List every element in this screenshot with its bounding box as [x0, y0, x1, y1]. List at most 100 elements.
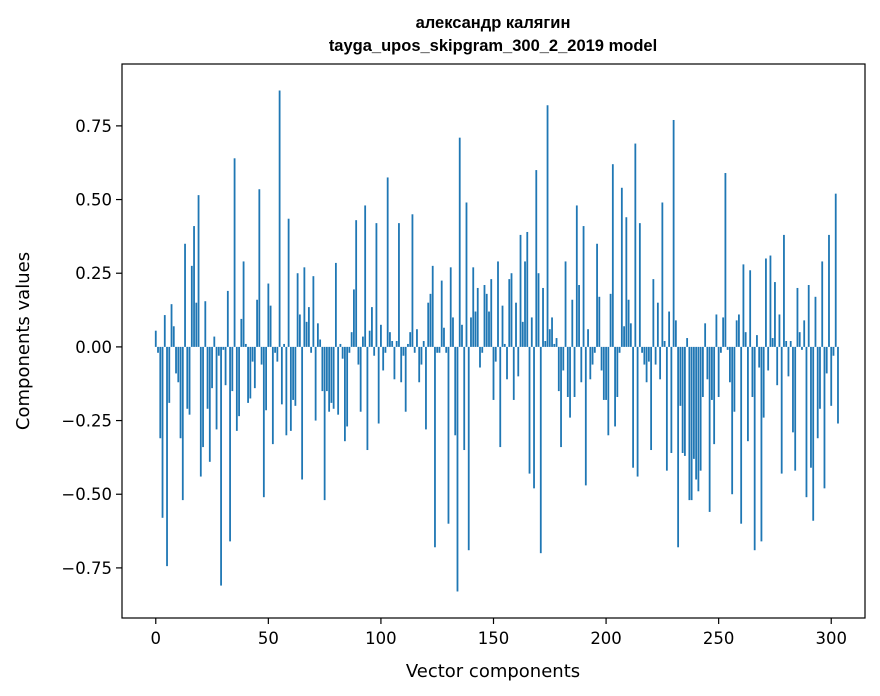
bar — [199, 346, 202, 477]
bar — [683, 346, 686, 456]
y-axis-label: Components values — [13, 252, 34, 430]
bar — [553, 343, 556, 347]
bar — [789, 341, 792, 347]
bar — [828, 234, 830, 347]
bar — [411, 214, 414, 347]
bar — [456, 346, 459, 592]
bar — [812, 346, 815, 521]
bar — [546, 105, 549, 347]
bar — [508, 279, 511, 347]
bar — [467, 346, 470, 551]
bar — [319, 339, 322, 347]
bar — [564, 261, 567, 347]
bar — [436, 346, 439, 353]
bar — [222, 346, 225, 350]
bar — [274, 346, 276, 353]
bar — [668, 311, 671, 347]
bar — [697, 346, 700, 492]
bar — [400, 346, 403, 383]
bar — [492, 346, 495, 400]
bar — [366, 346, 369, 451]
bar — [656, 302, 659, 347]
bar — [600, 346, 603, 371]
bar — [449, 267, 452, 347]
bar — [735, 320, 738, 347]
bar — [607, 346, 610, 436]
bar — [177, 346, 180, 383]
bar — [226, 290, 229, 347]
bar — [371, 307, 373, 347]
bar — [474, 311, 477, 347]
bar — [620, 187, 623, 347]
bar — [681, 346, 684, 453]
bar — [458, 137, 461, 347]
bar — [690, 346, 693, 501]
bar — [490, 279, 493, 347]
bar — [611, 164, 614, 347]
bar — [292, 346, 295, 400]
x-tick-label: 250 — [703, 629, 735, 648]
bar — [159, 346, 162, 439]
bar — [310, 346, 313, 353]
bar — [501, 305, 504, 347]
x-tick-label: 50 — [258, 629, 279, 648]
bar — [346, 346, 349, 427]
bar — [429, 293, 432, 347]
bar — [819, 346, 821, 409]
bar — [181, 346, 184, 501]
bar — [249, 346, 252, 399]
bar — [485, 293, 488, 347]
bar — [729, 346, 731, 383]
bar — [186, 346, 189, 409]
bar — [742, 264, 745, 347]
bar — [645, 346, 648, 383]
bar — [479, 346, 481, 368]
bar — [377, 346, 380, 424]
bar — [677, 346, 680, 548]
bar — [499, 346, 502, 448]
bar — [807, 285, 810, 347]
bar — [154, 330, 157, 347]
bar — [244, 343, 247, 347]
bar — [262, 346, 265, 498]
bar — [643, 346, 646, 365]
bar — [713, 346, 716, 445]
bar — [798, 332, 801, 347]
bar — [834, 193, 837, 347]
y-tick-label: −0.75 — [61, 559, 112, 578]
bar — [659, 346, 662, 380]
bar — [760, 346, 763, 542]
bar — [825, 346, 828, 374]
y-tick-label: 0.00 — [75, 338, 112, 357]
bar — [166, 346, 168, 567]
bar — [580, 346, 583, 383]
bar — [785, 341, 788, 347]
bar — [596, 243, 598, 347]
bar — [215, 346, 218, 430]
bar — [454, 346, 457, 436]
bar — [334, 262, 337, 347]
bar — [708, 346, 711, 512]
bar — [431, 265, 434, 347]
bar — [747, 346, 749, 442]
bar — [810, 346, 812, 468]
bar — [418, 346, 421, 383]
bar — [463, 346, 466, 451]
bar — [240, 318, 243, 347]
bar — [767, 346, 770, 371]
bar — [769, 255, 772, 347]
bar — [316, 323, 319, 347]
bar — [452, 317, 454, 347]
bar — [519, 234, 522, 347]
bar — [193, 226, 195, 347]
bar — [287, 218, 290, 347]
bar — [348, 346, 351, 353]
bar — [368, 330, 371, 347]
bar — [170, 304, 173, 347]
bar — [265, 346, 267, 411]
bar — [652, 279, 655, 347]
bar — [733, 346, 736, 412]
bar — [792, 346, 794, 433]
bar — [783, 234, 785, 347]
bar — [670, 346, 673, 453]
